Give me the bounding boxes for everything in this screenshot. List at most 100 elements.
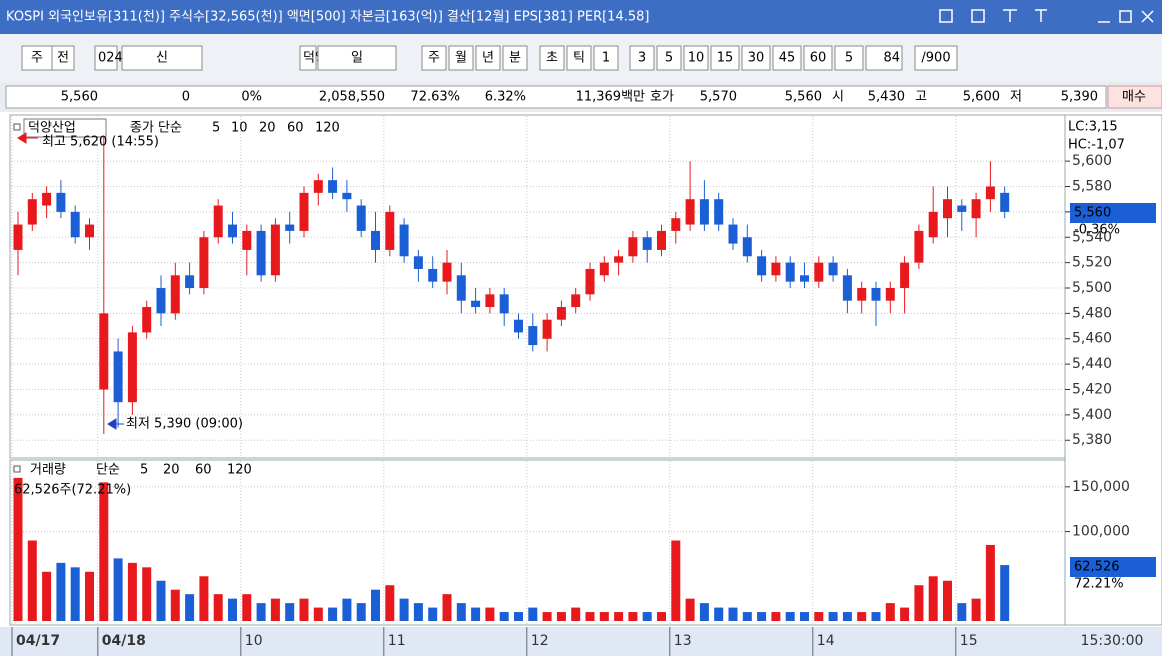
- quote-field: 0: [182, 90, 190, 105]
- volume-bar: [971, 598, 981, 621]
- toolbar-label[interactable]: 15: [717, 51, 734, 66]
- volume-bar: [785, 612, 795, 621]
- current-volume-box: [1070, 557, 1156, 577]
- volume-bar: [871, 612, 881, 621]
- toolbar-button[interactable]: [834, 45, 864, 71]
- toolbar-button[interactable]: [502, 45, 528, 71]
- toolbar-label[interactable]: 전: [57, 51, 69, 66]
- toolbar-button[interactable]: [914, 45, 958, 71]
- toolbar-button[interactable]: [51, 45, 75, 71]
- quote-field[interactable]: 매수: [1122, 90, 1146, 105]
- volume-bar: [242, 594, 252, 621]
- candle-body: [313, 180, 323, 193]
- toolbar-button[interactable]: [772, 45, 802, 71]
- legend-period: 5: [212, 121, 220, 136]
- toolbar-label[interactable]: 틱: [573, 51, 585, 66]
- toolbar-button[interactable]: [94, 45, 118, 71]
- candle-body: [85, 224, 94, 238]
- volume-bar: [628, 612, 638, 621]
- toolbar-button[interactable]: [299, 45, 317, 71]
- toolbar-label[interactable]: 45: [779, 51, 796, 66]
- toolbar-button[interactable]: [566, 45, 592, 71]
- toolbar-label[interactable]: 10: [688, 51, 705, 66]
- toolbar-button[interactable]: [593, 45, 619, 71]
- toolbar-button[interactable]: [317, 45, 397, 71]
- toolbar-button[interactable]: [741, 45, 771, 71]
- quote-field: 저: [1010, 90, 1022, 105]
- volume-bar: [213, 594, 223, 621]
- volume-bar: [399, 598, 409, 621]
- x-tick-label: 04/18: [102, 633, 146, 649]
- toolbar-label[interactable]: 신: [156, 51, 168, 66]
- volume-bar: [328, 607, 338, 621]
- toolbar-label[interactable]: 주: [31, 51, 43, 66]
- toolbar-button[interactable]: [865, 45, 903, 71]
- toolbar-label[interactable]: 5: [845, 51, 853, 66]
- toolbar-button[interactable]: [475, 45, 501, 71]
- toolbar-button[interactable]: [448, 45, 474, 71]
- toolbar-button[interactable]: [421, 45, 447, 71]
- toolbar-label[interactable]: 주: [428, 51, 440, 66]
- window-controls: [939, 9, 1154, 23]
- candle-body: [699, 199, 709, 225]
- toolbar-label[interactable]: 년: [482, 51, 494, 66]
- candle-body: [556, 307, 566, 320]
- quote-box: [5, 85, 1107, 109]
- candle-body: [442, 262, 452, 282]
- candle-body: [671, 218, 681, 231]
- volume-bar: [256, 603, 266, 621]
- candle-body: [471, 300, 481, 308]
- toolbar-button[interactable]: [629, 45, 655, 71]
- legend-period: 60: [195, 463, 212, 478]
- volume-bar: [270, 598, 280, 621]
- candle-body: [814, 262, 824, 282]
- y-tick-label: 5,420: [1072, 381, 1112, 397]
- candle-body: [70, 211, 80, 238]
- candle-body: [456, 275, 466, 301]
- x-tick-label: 12: [531, 633, 549, 649]
- toolbar-label[interactable]: 5: [665, 51, 673, 66]
- buy-button[interactable]: [1107, 85, 1162, 109]
- candle-body: [542, 319, 552, 339]
- candle-body: [285, 224, 295, 231]
- volume-bar: [371, 589, 380, 621]
- candle-body: [142, 307, 152, 333]
- toolbar-label[interactable]: /900: [921, 51, 950, 66]
- candle-body: [614, 256, 624, 263]
- toolbar-label[interactable]: 1: [602, 51, 610, 66]
- toolbar-button[interactable]: [683, 45, 709, 71]
- toolbar-button[interactable]: [656, 45, 682, 71]
- toolbar-button[interactable]: [21, 45, 53, 71]
- candle-body: [342, 192, 352, 200]
- candle-body: [228, 224, 237, 238]
- current-price: 5,560: [1074, 206, 1111, 221]
- high-note: 최고 5,620 (14:55): [42, 135, 159, 150]
- toolbar-label[interactable]: 일: [351, 51, 363, 66]
- high-arrow: [17, 132, 38, 144]
- legend-box: [23, 118, 107, 138]
- toolbar-label[interactable]: 84: [883, 51, 900, 66]
- volume-bar: [1000, 565, 1010, 621]
- legend-period: 20: [163, 463, 180, 478]
- toolbar-label[interactable]: 월: [455, 51, 467, 66]
- toolbar-label[interactable]: 60: [810, 51, 827, 66]
- toolbar-label[interactable]: 분: [509, 51, 521, 66]
- toolbar-button[interactable]: [803, 45, 833, 71]
- quote-field: 5,430: [868, 90, 905, 105]
- toolbar-button[interactable]: [710, 45, 740, 71]
- volume-bar: [542, 612, 552, 621]
- volume-bar: [428, 607, 438, 621]
- candle-body: [213, 205, 223, 238]
- quote-field: 0%: [241, 90, 262, 105]
- volume-bar: [127, 562, 137, 621]
- candle-body: [428, 268, 438, 282]
- legend-marker: [13, 123, 21, 131]
- toolbar-label[interactable]: 3: [638, 51, 646, 66]
- toolbar-button[interactable]: [539, 45, 565, 71]
- toolbar-label[interactable]: 30: [748, 51, 765, 66]
- toolbar-button[interactable]: [121, 45, 203, 71]
- legend-period: 120: [227, 463, 252, 478]
- toolbar-label[interactable]: 초: [546, 51, 558, 66]
